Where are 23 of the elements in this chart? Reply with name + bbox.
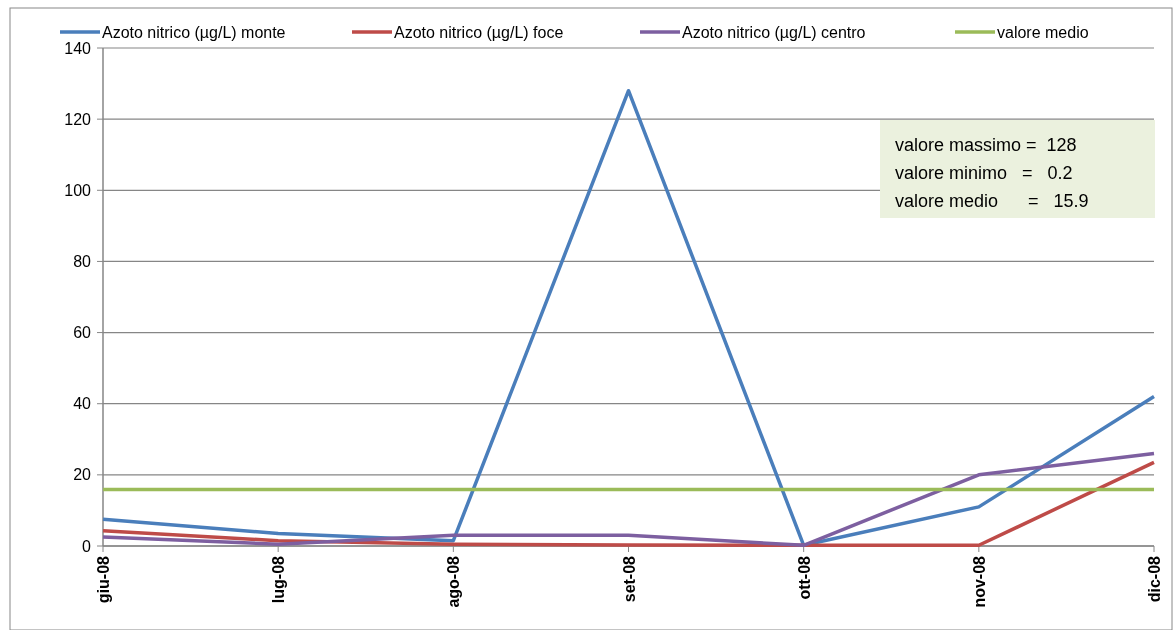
annotation: valore massimo = 128 bbox=[895, 135, 1077, 156]
legend-label: Azoto nitrico (µg/L) monte bbox=[102, 23, 286, 41]
y-tick-label: 140 bbox=[64, 39, 92, 57]
x-tick-label: ago-08 bbox=[445, 555, 463, 608]
x-tick-label: lug-08 bbox=[270, 555, 288, 604]
x-tick-label: nov-08 bbox=[970, 555, 988, 608]
y-tick-label: 20 bbox=[73, 466, 92, 484]
text-box: valore massimo = 128 valore minimo = 0.2 valore medio = 15.9 bbox=[880, 120, 1155, 218]
legend-label: Azoto nitrico (µg/L) centro bbox=[682, 23, 866, 41]
x-tick-label: dic-08 bbox=[1146, 555, 1163, 603]
y-tick-label: 60 bbox=[73, 324, 92, 342]
y-tick-label: 120 bbox=[64, 110, 92, 128]
annotation: valore minimo = 0.2 bbox=[895, 163, 1073, 184]
x-tick-label: giu-08 bbox=[95, 555, 112, 604]
legend-label: valore medio bbox=[997, 23, 1089, 41]
annotation: valore medio = 15.9 bbox=[895, 191, 1089, 212]
legend-label: Azoto nitrico (µg/L) foce bbox=[394, 23, 564, 41]
x-tick-label: set-08 bbox=[620, 555, 638, 603]
y-tick-label: 80 bbox=[73, 253, 92, 271]
y-tick-label: 0 bbox=[82, 537, 92, 555]
x-tick-label: ott-08 bbox=[795, 555, 813, 600]
y-tick-label: 100 bbox=[64, 181, 92, 199]
y-tick-label: 40 bbox=[73, 395, 92, 413]
